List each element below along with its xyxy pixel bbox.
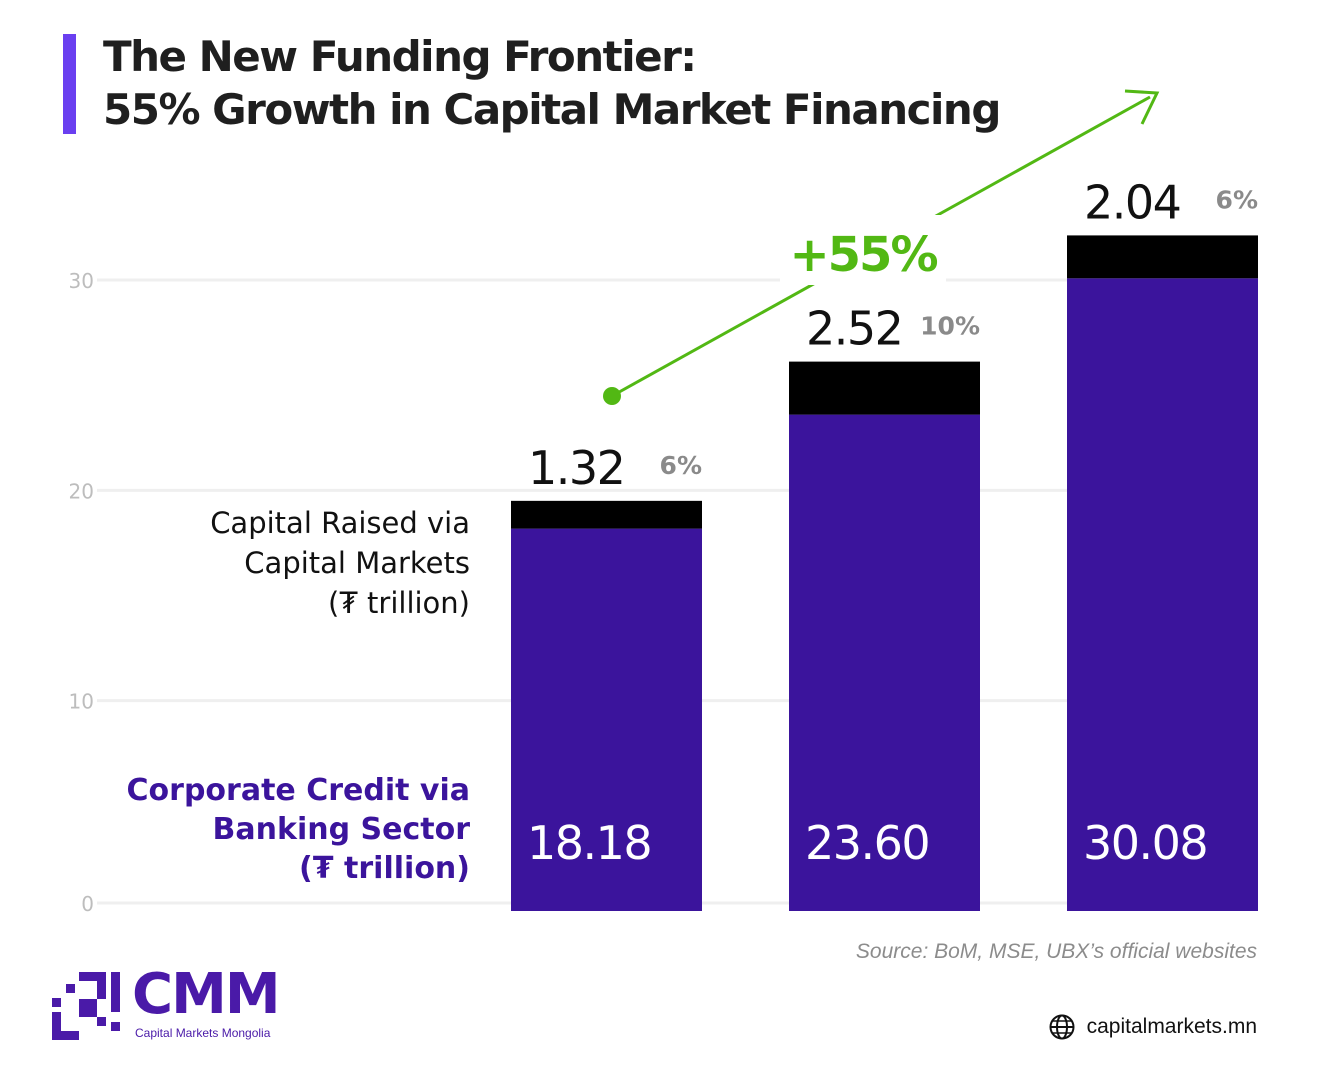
share-percent-label: 10% [920,312,980,341]
annotation-background [780,215,946,285]
bank-credit-series-label: (₮ trillion) [299,851,470,886]
capital-markets-value-label: 1.32 [528,441,624,495]
title-accent-bar [63,34,76,134]
bank-credit-bar [789,414,980,911]
logo-name: CMM [132,962,281,1027]
bank-credit-bar [511,528,702,911]
bank-credit-series-label: Corporate Credit via [127,773,470,808]
y-tick-label: 30 [69,269,94,293]
y-tick-label: 10 [69,690,94,714]
globe-icon [1049,1014,1075,1040]
website-text: capitalmarkets.mn [1086,1015,1257,1038]
growth-annotation: +55% [789,227,937,283]
capital-markets-bar [1067,235,1258,279]
growth-arrow-head [1124,89,1160,125]
share-percent-label: 6% [660,451,702,480]
cmm-logo-icon [52,972,120,1040]
share-percent-label: 6% [1216,185,1258,214]
y-tick-label: 0 [81,892,94,916]
bank-credit-value-label: 23.60 [805,816,929,870]
growth-arrow-start-dot [603,387,621,405]
bank-credit-value-label: 18.18 [527,816,651,870]
source-note: Source: BoM, MSE, UBX’s official website… [855,940,1257,963]
capital-markets-bar [789,361,980,415]
capital-markets-value-label: 2.04 [1084,175,1180,229]
chart-title: The New Funding Frontier: 55% Growth in … [103,30,1001,136]
bank-credit-value-label: 30.08 [1083,816,1207,870]
capital-markets-series-label: Capital Markets [244,546,470,580]
bank-credit-series-label: Banking Sector [213,812,471,847]
title-line-1: The New Funding Frontier: [103,32,697,81]
capital-markets-bar [511,500,702,529]
capital-markets-value-label: 2.52 [806,302,902,356]
website-link[interactable]: capitalmarkets.mn [1049,1014,1257,1040]
y-tick-label: 20 [69,479,94,503]
title-line-2: 55% Growth in Capital Market Financing [103,85,1001,134]
capital-markets-series-label: (₮ trillion) [328,586,470,620]
cmm-logo: CMM Capital Markets Mongolia [52,962,292,1050]
bank-credit-bar [1067,278,1258,911]
capital-markets-series-label: Capital Raised via [210,506,470,540]
logo-subtitle: Capital Markets Mongolia [135,1026,271,1040]
